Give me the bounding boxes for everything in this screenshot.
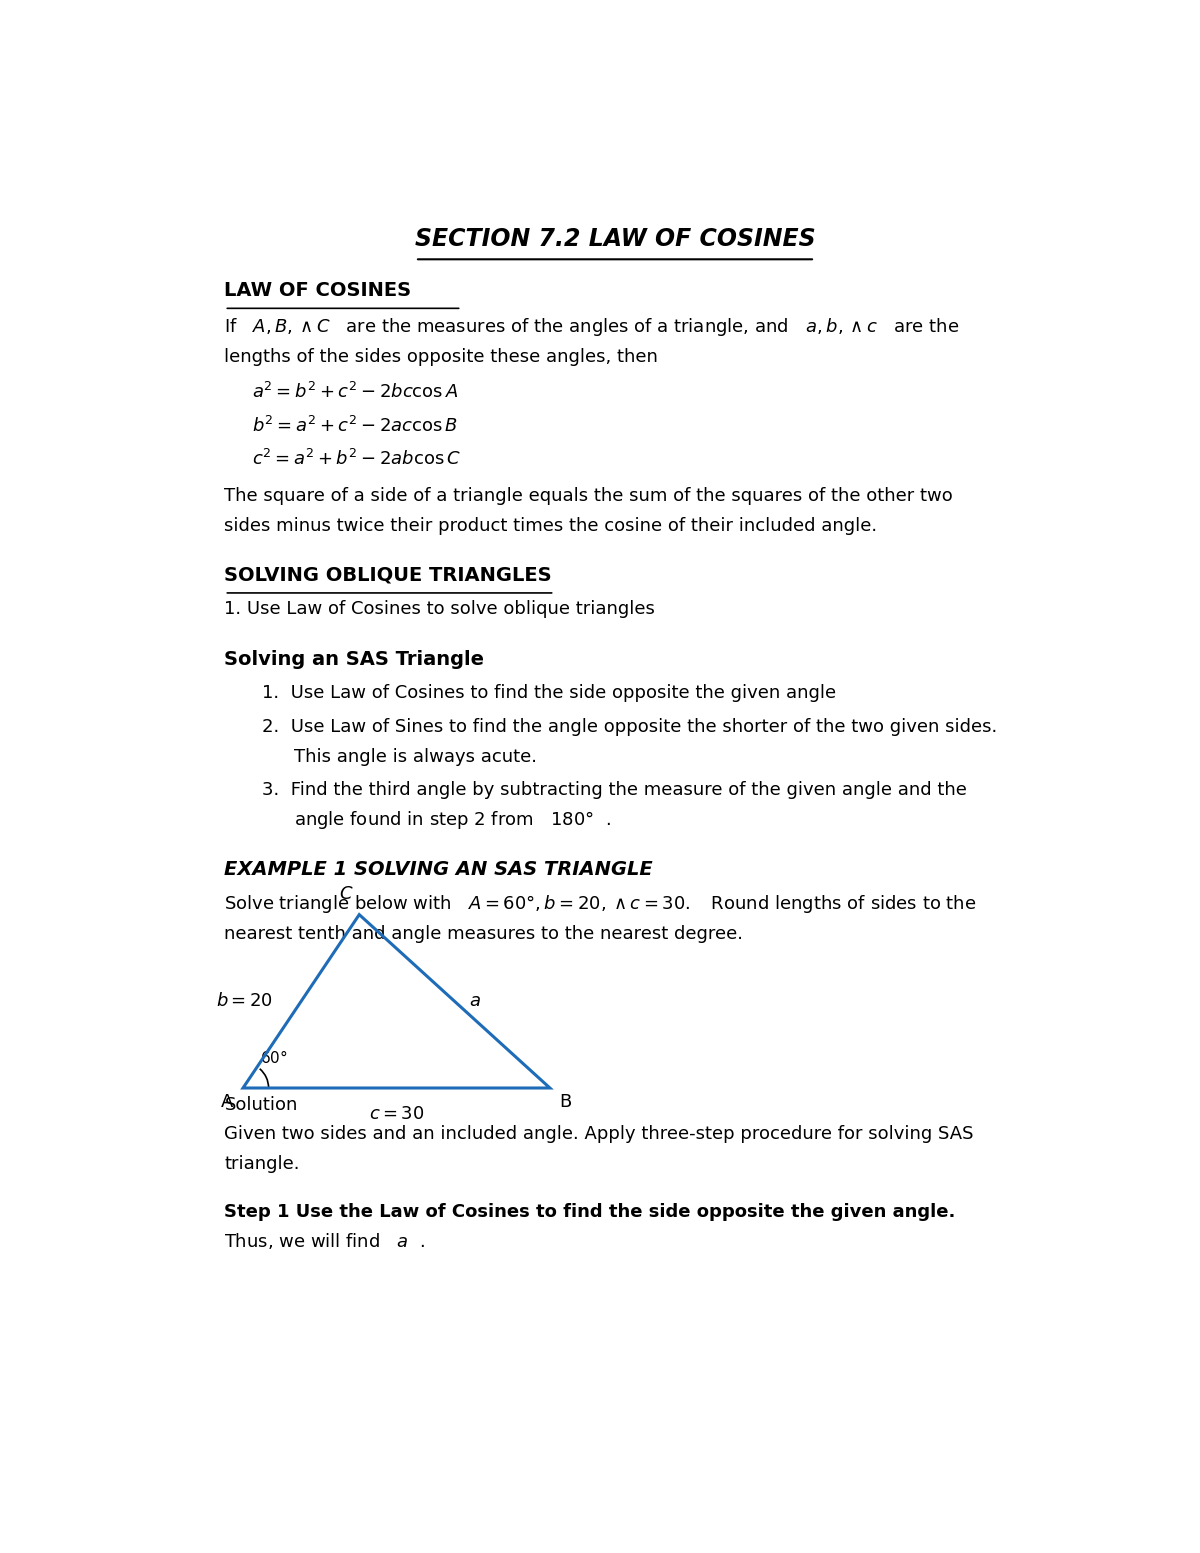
Text: A: A — [221, 1093, 234, 1110]
Text: SOLVING OBLIQUE TRIANGLES: SOLVING OBLIQUE TRIANGLES — [224, 565, 552, 585]
Text: 1.  Use Law of Cosines to find the side opposite the given angle: 1. Use Law of Cosines to find the side o… — [262, 685, 835, 702]
Text: Step 1 Use the Law of Cosines to find the side opposite the given angle.: Step 1 Use the Law of Cosines to find th… — [224, 1204, 955, 1221]
Text: C: C — [340, 885, 352, 902]
Text: $60\degree$: $60\degree$ — [259, 1050, 287, 1067]
Text: The square of a side of a triangle equals the sum of the squares of the other tw: The square of a side of a triangle equal… — [224, 486, 953, 505]
Text: LAW OF COSINES: LAW OF COSINES — [224, 281, 412, 300]
Text: $b^2 = a^2 + c^2 - 2ac\cos B$: $b^2 = a^2 + c^2 - 2ac\cos B$ — [252, 415, 458, 435]
Text: sides minus twice their product times the cosine of their included angle.: sides minus twice their product times th… — [224, 517, 877, 534]
Text: triangle.: triangle. — [224, 1155, 300, 1174]
Text: $a^2 = b^2 + c^2 - 2bc\cos A$: $a^2 = b^2 + c^2 - 2bc\cos A$ — [252, 382, 458, 402]
Text: Solving an SAS Triangle: Solving an SAS Triangle — [224, 649, 485, 669]
Text: If   $A, B, \wedge C$   are the measures of the angles of a triangle, and   $a, : If $A, B, \wedge C$ are the measures of … — [224, 317, 960, 339]
Text: This angle is always acute.: This angle is always acute. — [294, 747, 538, 766]
Text: Solution: Solution — [224, 1095, 298, 1114]
Text: 2.  Use Law of Sines to find the angle opposite the shorter of the two given sid: 2. Use Law of Sines to find the angle op… — [262, 717, 997, 736]
Text: $c^2 = a^2 + b^2 - 2ab\cos C$: $c^2 = a^2 + b^2 - 2ab\cos C$ — [252, 449, 461, 469]
Text: Solve triangle below with   $A=60\degree, b=20, \wedge c=30.$   Round lengths of: Solve triangle below with $A=60\degree, … — [224, 893, 977, 915]
Text: EXAMPLE 1 SOLVING AN SAS TRIANGLE: EXAMPLE 1 SOLVING AN SAS TRIANGLE — [224, 860, 653, 879]
Text: Given two sides and an included angle. Apply three-step procedure for solving SA: Given two sides and an included angle. A… — [224, 1126, 974, 1143]
Text: nearest tenth and angle measures to the nearest degree.: nearest tenth and angle measures to the … — [224, 924, 744, 943]
Text: angle found in step 2 from   $180\degree$  .: angle found in step 2 from $180\degree$ … — [294, 809, 611, 831]
Text: $a$: $a$ — [468, 992, 480, 1011]
Text: SECTION 7.2 LAW OF COSINES: SECTION 7.2 LAW OF COSINES — [415, 227, 815, 252]
Text: 1. Use Law of Cosines to solve oblique triangles: 1. Use Law of Cosines to solve oblique t… — [224, 601, 655, 618]
Text: lengths of the sides opposite these angles, then: lengths of the sides opposite these angl… — [224, 348, 659, 367]
Text: B: B — [559, 1093, 571, 1110]
Text: $b = 20$: $b = 20$ — [216, 992, 274, 1011]
Text: 3.  Find the third angle by subtracting the measure of the given angle and the: 3. Find the third angle by subtracting t… — [262, 781, 966, 800]
Text: $c = 30$: $c = 30$ — [368, 1104, 425, 1123]
Text: Thus, we will find   $a$  .: Thus, we will find $a$ . — [224, 1232, 426, 1252]
